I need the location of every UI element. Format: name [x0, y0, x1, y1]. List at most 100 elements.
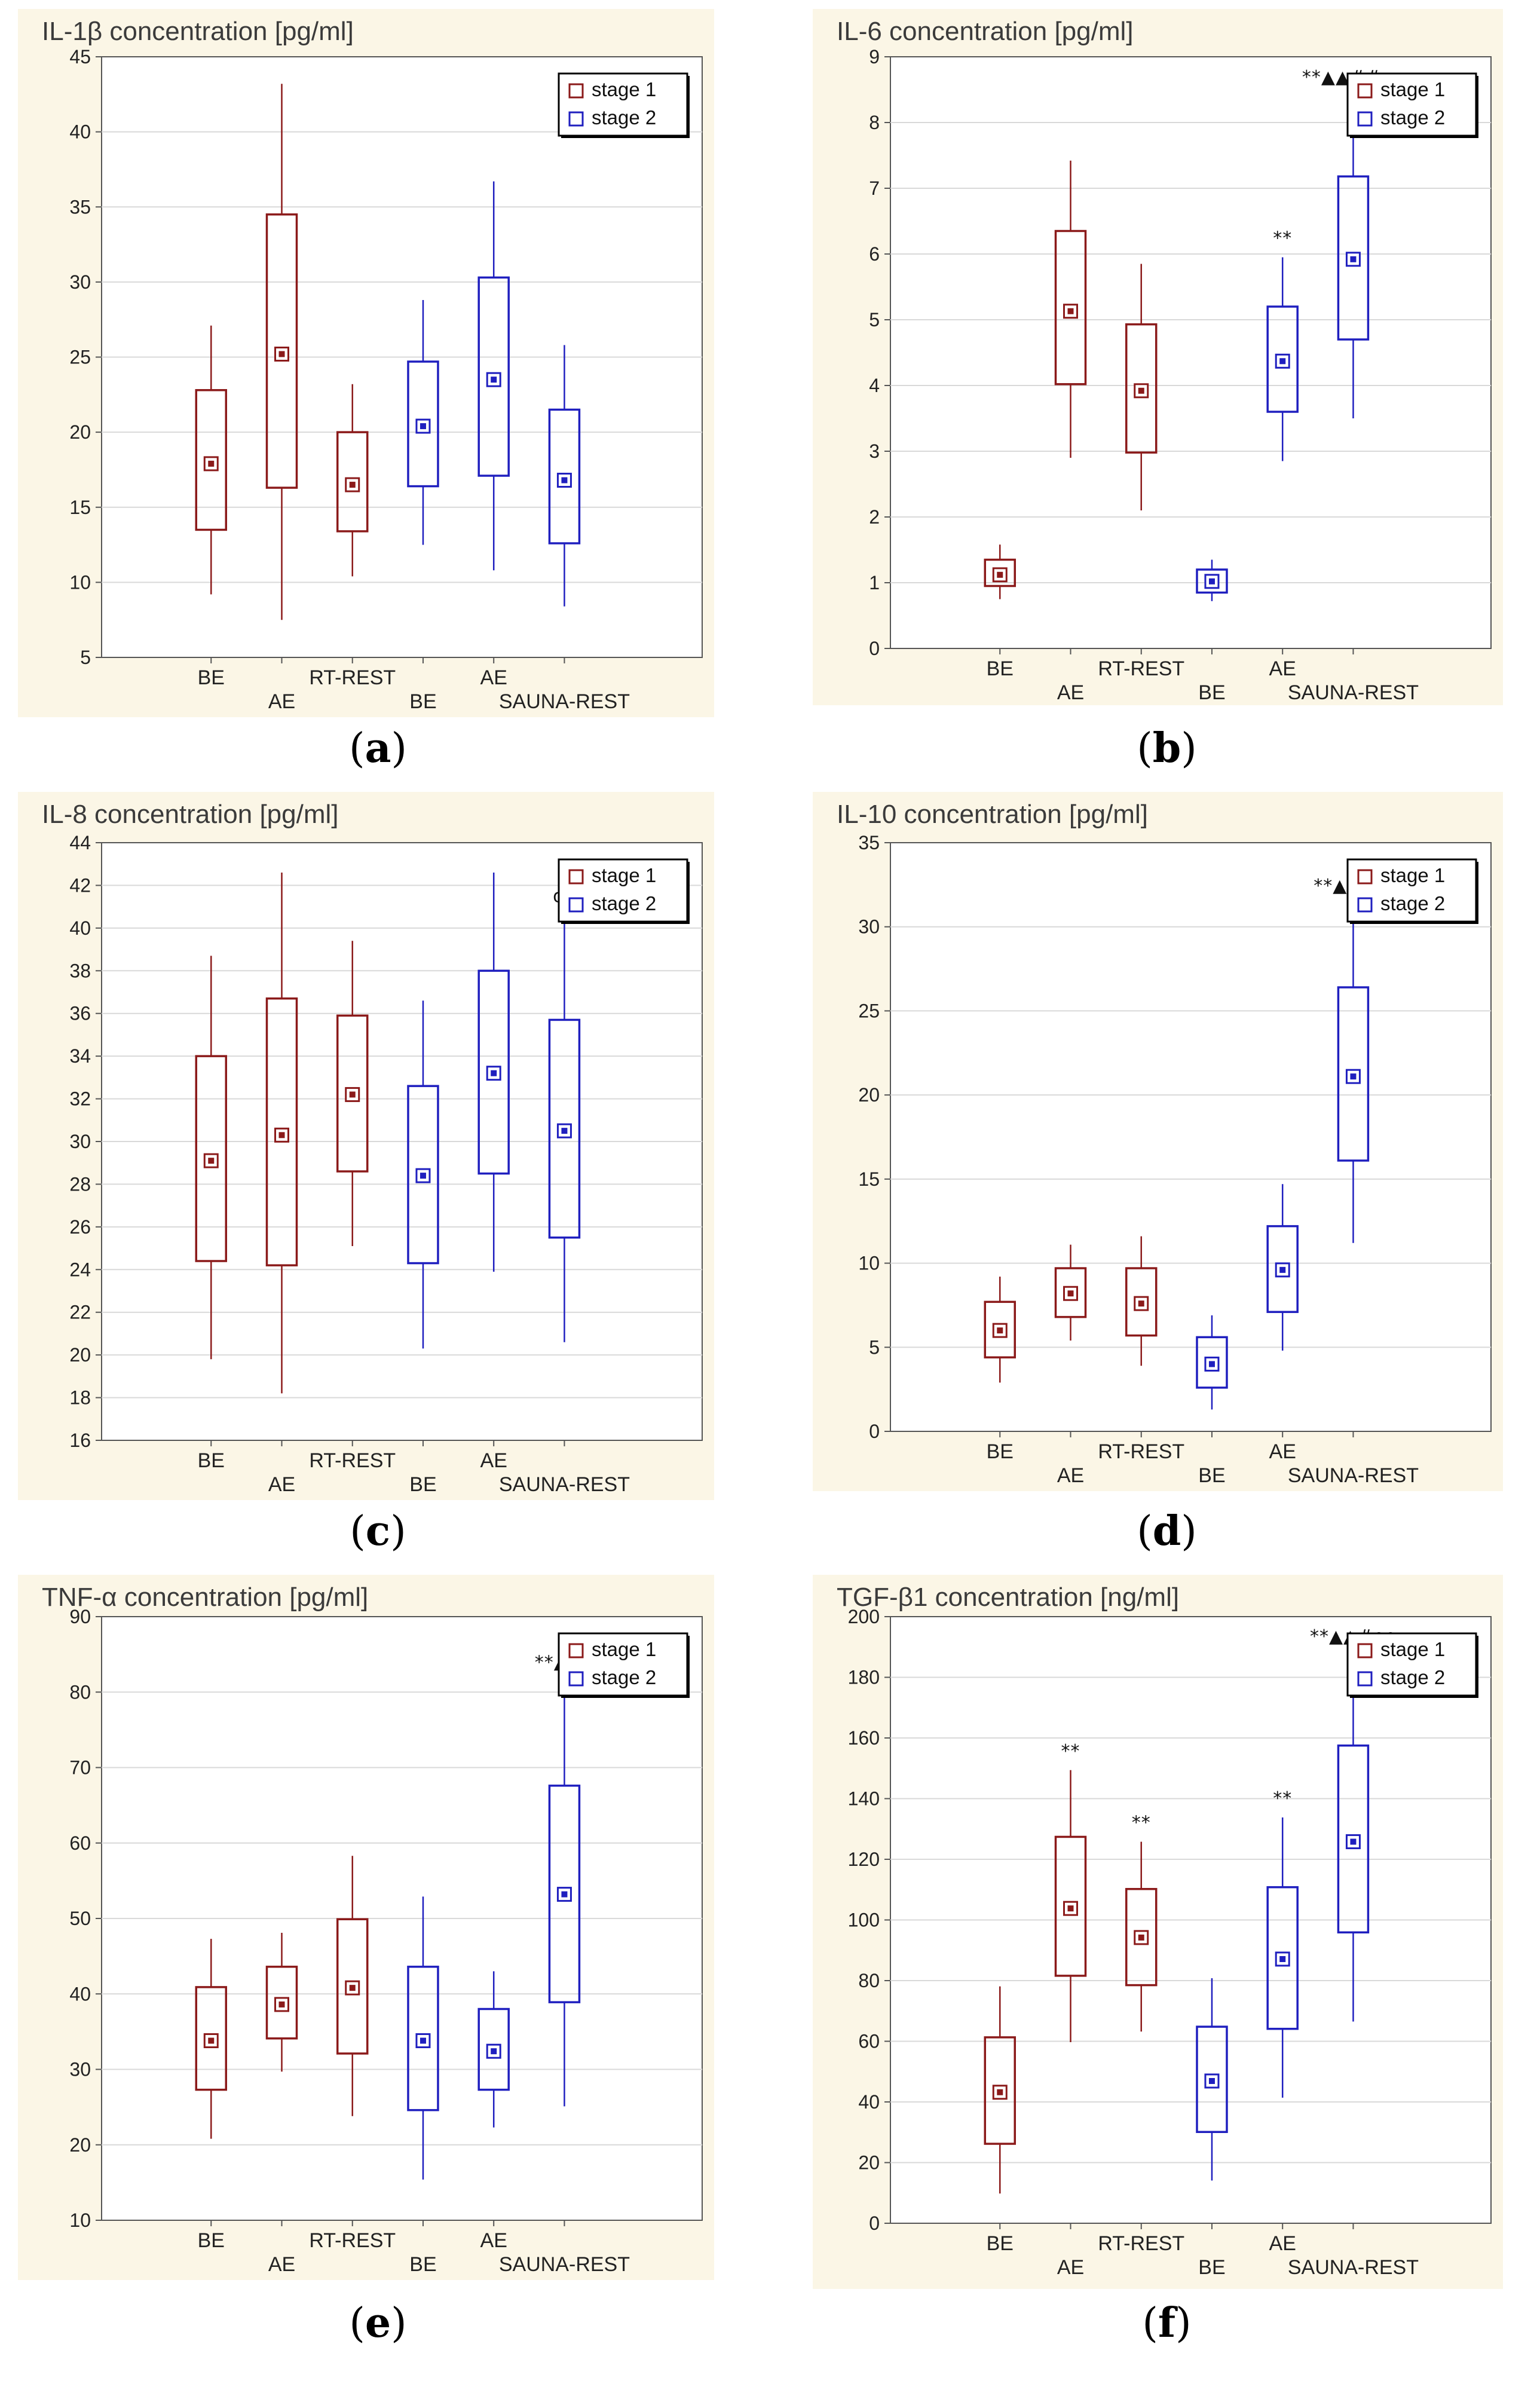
box-stage2-5 — [548, 345, 581, 607]
legend-label: stage 2 — [592, 106, 656, 128]
legend-label: stage 1 — [1380, 1638, 1445, 1660]
mean-marker-center — [997, 2089, 1003, 2095]
mean-marker-center — [561, 1891, 568, 1898]
paren-open: ( — [349, 2300, 365, 2347]
panel-letter: e — [365, 2299, 391, 2347]
category-label: AE — [1269, 2232, 1296, 2255]
y-tick-label: 5 — [80, 647, 91, 668]
y-tick-label: 20 — [69, 421, 91, 443]
legend-label: stage 2 — [1380, 1666, 1445, 1688]
box-stage2-4: ** — [1266, 228, 1299, 461]
panel-letter: f — [1158, 2299, 1178, 2347]
box-iqr — [1125, 323, 1158, 454]
mean-marker-center — [1350, 1838, 1357, 1845]
mean-marker-center — [1138, 1300, 1144, 1307]
legend: stage 1 stage 2 — [558, 72, 690, 138]
category-label: RT-REST — [1098, 657, 1184, 680]
box-iqr — [477, 969, 510, 1175]
category-label: BE — [409, 2253, 436, 2276]
box-stage2-4 — [1266, 1184, 1299, 1351]
chart-panel-f: TGF-β1 concentration [ng/ml] 0 20 40 60 80 100… — [813, 1575, 1503, 2347]
y-tick-label: 9 — [869, 46, 880, 68]
legend-swatch-stage2 — [568, 111, 584, 127]
panel-label-text: (b) — [1137, 724, 1197, 772]
paren-close: ) — [390, 1508, 406, 1555]
category-label: AE — [1057, 2256, 1084, 2279]
category-label: RT-REST — [309, 1449, 396, 1472]
box-stage1-0 — [984, 1277, 1017, 1383]
category-label: BE — [409, 690, 436, 713]
mean-marker-center — [349, 1985, 356, 1991]
y-tick-label: 36 — [69, 1003, 91, 1024]
legend-swatch-stage1 — [568, 1643, 584, 1658]
y-tick-label: 40 — [69, 917, 91, 939]
category-label: AE — [268, 1473, 295, 1496]
panel-label-text: (d) — [1137, 1507, 1197, 1555]
legend-swatch-stage2 — [1357, 897, 1373, 913]
category-label: SAUNA-REST — [499, 2253, 630, 2276]
mean-marker-center — [1208, 578, 1215, 585]
panel-label: (c) — [350, 1507, 406, 1555]
panel-label: (b) — [1137, 724, 1197, 772]
box-iqr — [1054, 229, 1087, 385]
box-iqr — [336, 431, 369, 533]
y-tick-label: 6 — [869, 243, 880, 265]
box-iqr — [477, 2008, 510, 2091]
chart-panel-e: TNF-α concentration [pg/ml] 10 20 30 40 50 60 7… — [18, 1575, 714, 2347]
box-stage1-0 — [195, 325, 228, 595]
box-stage1-0 — [984, 1986, 1017, 2194]
box-stage2-3 — [407, 1896, 439, 2180]
y-tick-label: 160 — [848, 1727, 880, 1749]
box-iqr — [477, 276, 510, 477]
y-tick-label: 180 — [848, 1667, 880, 1688]
box-stage1-0 — [195, 956, 228, 1360]
mean-marker-center — [491, 2048, 497, 2055]
box-iqr — [336, 1918, 369, 2055]
y-tick-label: 24 — [69, 1259, 91, 1280]
box-stage1-2 — [336, 384, 369, 577]
significance-label: ** — [1061, 1741, 1080, 1762]
panel-label-text: (f) — [1142, 2299, 1191, 2347]
y-tick-label: 28 — [69, 1173, 91, 1195]
category-label: AE — [1269, 1440, 1296, 1463]
mean-marker-center — [420, 2037, 426, 2044]
legend-label: stage 1 — [1380, 864, 1445, 886]
y-tick-label: 32 — [69, 1088, 91, 1110]
y-tick-label: 26 — [69, 1216, 91, 1238]
mean-marker-center — [1279, 1266, 1286, 1273]
box-stage1-2 — [336, 941, 369, 1246]
y-tick-label: 30 — [858, 916, 880, 938]
paren-open: ( — [349, 725, 365, 772]
legend-swatch-stage1 — [1357, 83, 1373, 99]
legend-swatch-stage1 — [1357, 1643, 1373, 1658]
paren-close: ) — [1175, 2300, 1192, 2347]
chart-title: IL-10 concentration [pg/ml] — [837, 800, 1148, 829]
chart-title: TGF-β1 concentration [ng/ml] — [837, 1583, 1179, 1612]
y-tick-label: 20 — [858, 2152, 880, 2174]
y-tick-label: 30 — [69, 2059, 91, 2080]
mean-marker-center — [1138, 387, 1144, 394]
y-tick-label: 40 — [69, 1983, 91, 2005]
category-label: BE — [198, 1449, 225, 1472]
y-tick-label: 35 — [858, 832, 880, 853]
legend-swatch-stage1 — [568, 869, 584, 885]
box-iqr — [407, 1085, 439, 1265]
category-label: BE — [1198, 681, 1225, 704]
paren-open: ( — [1142, 2300, 1158, 2347]
y-tick-label: 90 — [69, 1606, 91, 1627]
box-iqr — [1196, 1336, 1228, 1389]
legend-swatch-stage2 — [1357, 111, 1373, 127]
legend-swatch-stage2 — [1357, 1671, 1373, 1687]
category-label: AE — [480, 1449, 507, 1472]
mean-marker-center — [420, 423, 426, 430]
category-label: SAUNA-REST — [499, 1473, 630, 1496]
mean-marker-center — [208, 1158, 215, 1164]
box-iqr — [984, 1300, 1017, 1358]
category-label: BE — [409, 1473, 436, 1496]
chart-panel-b: IL-6 concentration [pg/ml] 0 1 2 3 4 5 6 7 8 9 BE AE… — [813, 9, 1503, 772]
panel-label-text: (e) — [349, 2299, 406, 2347]
paren-close: ) — [1181, 725, 1197, 772]
mean-marker-center — [1067, 1290, 1074, 1297]
mean-marker-center — [1138, 1934, 1144, 1941]
